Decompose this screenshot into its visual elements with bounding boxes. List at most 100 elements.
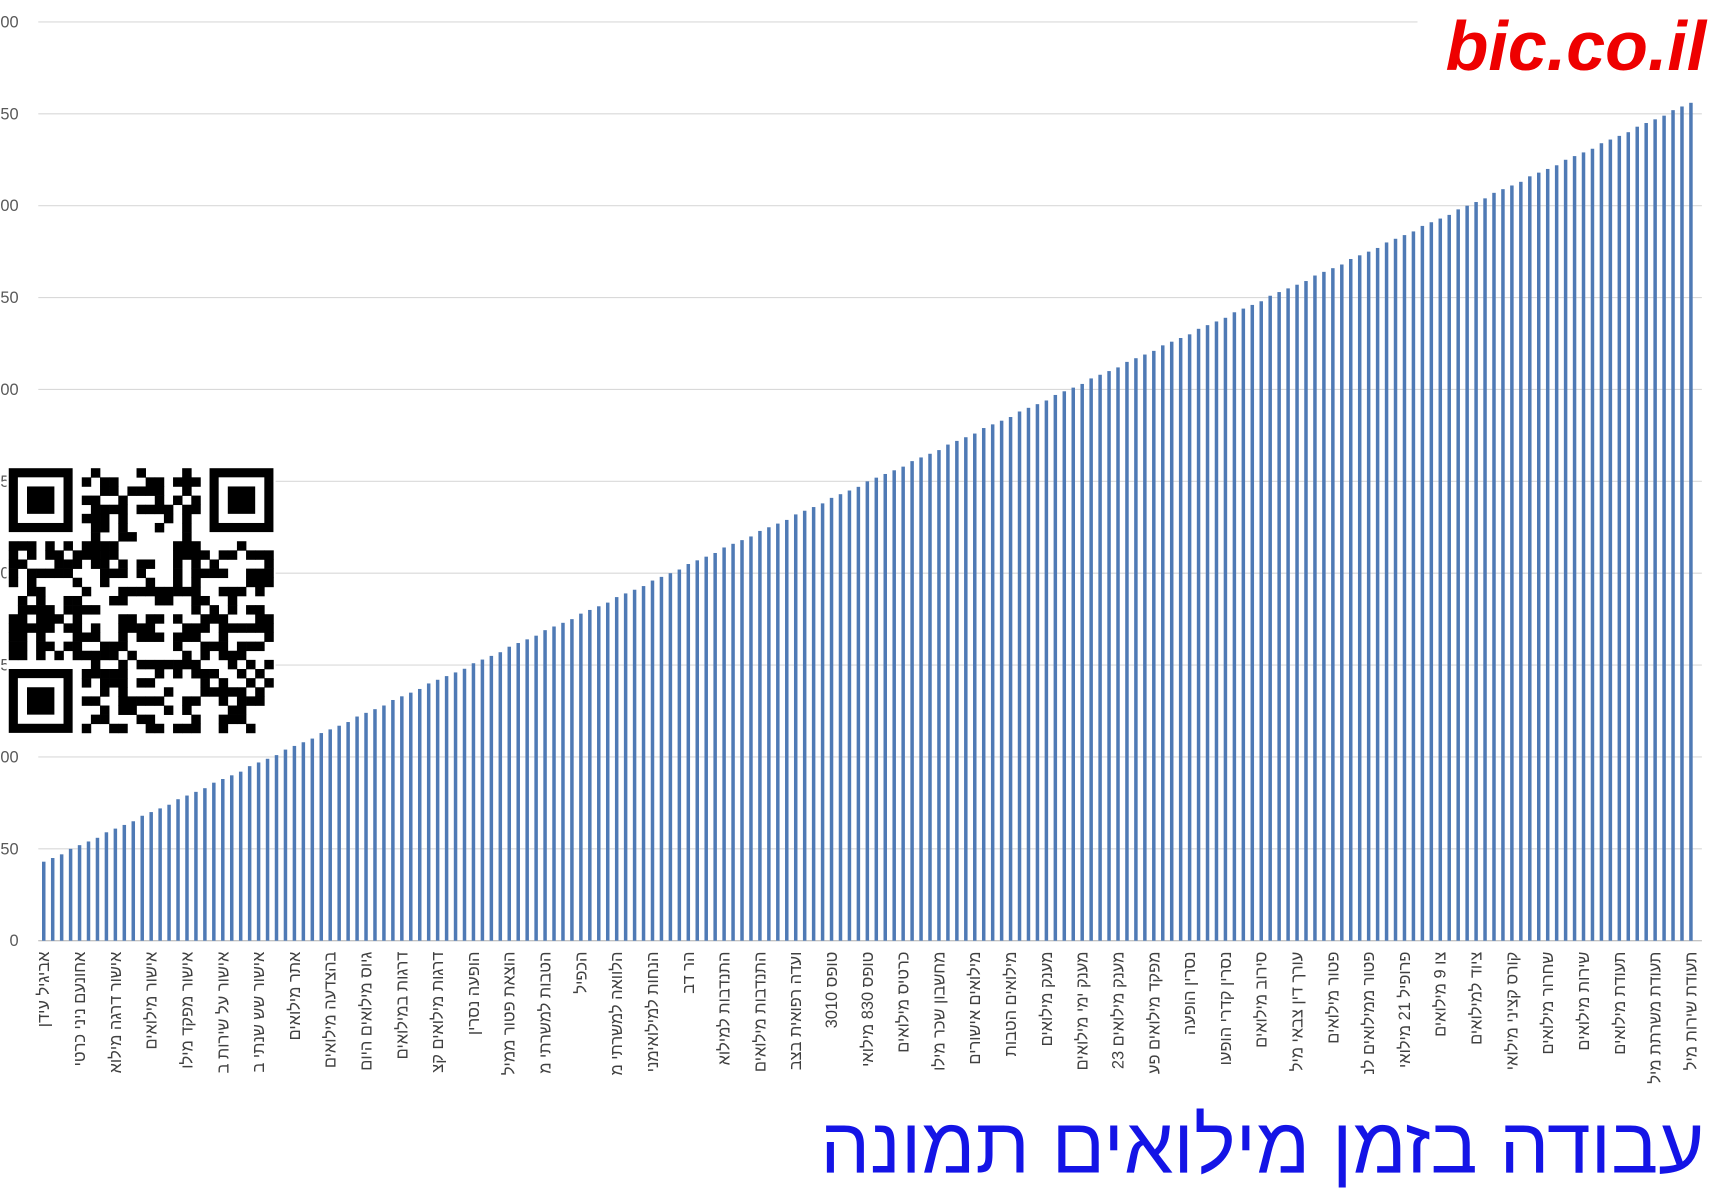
- bar: [77, 845, 82, 941]
- qr-module: [264, 568, 274, 579]
- qr-module: [54, 614, 64, 624]
- qr-module: [36, 650, 46, 661]
- bar: [212, 782, 216, 941]
- qr-module: [191, 559, 201, 569]
- qr-module: [227, 659, 238, 670]
- qr-module: [8, 632, 19, 642]
- bar: [292, 745, 297, 941]
- qr-finder: [227, 486, 256, 514]
- bar: [946, 444, 950, 941]
- qr-module: [200, 568, 210, 579]
- x-tick-label: בהצדעה מילואים: [322, 951, 340, 1068]
- bar: [534, 635, 538, 941]
- qr-module: [200, 595, 210, 606]
- bar: [597, 606, 601, 941]
- bar: [131, 821, 136, 941]
- bar: [1456, 209, 1460, 941]
- bar: [1331, 268, 1335, 941]
- qr-module: [218, 568, 229, 579]
- qr-module: [118, 705, 128, 715]
- qr-module: [191, 669, 201, 679]
- qr-finder: [27, 486, 55, 514]
- bar: [1680, 106, 1684, 941]
- qr-module: [227, 714, 238, 725]
- qr-module: [246, 577, 256, 588]
- qr-module: [236, 705, 247, 715]
- qr-module: [8, 541, 19, 551]
- bar: [1465, 205, 1469, 941]
- qr-module: [118, 504, 128, 515]
- x-tick-label: הופעה נסרין: [465, 952, 483, 1036]
- bar: [1635, 126, 1639, 941]
- bar: [1349, 258, 1353, 941]
- x-tick-label: נסרין קדרי הופעו: [1217, 952, 1235, 1066]
- bar: [1169, 341, 1174, 941]
- qr-module: [264, 559, 274, 569]
- qr-module: [17, 623, 28, 633]
- qr-module: [8, 577, 19, 588]
- qr-module: [100, 705, 110, 715]
- bar: [1581, 152, 1586, 941]
- qr-module: [236, 669, 247, 679]
- x-tick-label: קורס קציני מילואי: [1503, 952, 1521, 1071]
- x-tick-label: אישור על שירות ב: [214, 951, 232, 1073]
- bar: [1366, 251, 1371, 941]
- qr-module: [255, 641, 265, 652]
- bar: [641, 586, 646, 941]
- bar: [722, 547, 726, 941]
- bar: [1134, 358, 1138, 941]
- bar: [247, 766, 252, 941]
- bar: [1125, 361, 1129, 941]
- qr-module: [173, 614, 183, 624]
- qr-module: [163, 705, 174, 715]
- qr-module: [8, 550, 19, 560]
- qr-module: [100, 486, 110, 496]
- qr-module: [145, 723, 156, 734]
- x-tick-label: מענק מילואים: [1038, 952, 1056, 1047]
- qr-module: [264, 577, 274, 588]
- qr-module: [118, 687, 128, 697]
- qr-module: [72, 632, 83, 642]
- bar: [1152, 350, 1156, 941]
- qr-module: [200, 641, 210, 652]
- bar: [704, 556, 708, 941]
- bar: [149, 812, 153, 941]
- qr-module: [100, 641, 110, 652]
- bar: [686, 564, 691, 941]
- qr-module: [255, 614, 265, 624]
- x-tick-label: סירוב מילואים: [1253, 952, 1271, 1048]
- x-tick-label: עורך דין צבאי מיל: [1289, 952, 1307, 1072]
- bar: [194, 791, 198, 941]
- qr-module: [90, 605, 101, 615]
- qr-module: [109, 504, 119, 515]
- bar: [1161, 345, 1165, 941]
- qr-module: [36, 568, 46, 579]
- qr-module: [227, 705, 238, 715]
- qr-module: [182, 468, 192, 478]
- qr-module: [163, 687, 174, 697]
- qr-module: [81, 678, 92, 688]
- x-tick-label: כרטיס מילואים: [895, 952, 913, 1053]
- bar: [185, 795, 189, 941]
- bar: [1322, 271, 1326, 941]
- qr-module: [145, 696, 156, 706]
- bar: [498, 652, 503, 941]
- bar: [480, 659, 485, 941]
- bar: [543, 630, 547, 941]
- qr-module: [100, 550, 110, 560]
- qr-module: [36, 632, 46, 642]
- qr-module: [109, 669, 119, 679]
- qr-module: [27, 577, 37, 588]
- qr-module: [45, 641, 55, 652]
- qr-module: [90, 495, 101, 506]
- qr-module: [200, 650, 210, 661]
- bar: [489, 655, 494, 941]
- bar: [417, 688, 422, 941]
- x-tick-label: התנדבות מילואים: [751, 952, 769, 1072]
- bar: [50, 858, 55, 941]
- x-tick-label: הלוואה למשרתי מ: [608, 952, 626, 1076]
- bar: [552, 626, 556, 941]
- qr-module: [163, 659, 174, 670]
- y-tick-label: 50: [0, 840, 18, 858]
